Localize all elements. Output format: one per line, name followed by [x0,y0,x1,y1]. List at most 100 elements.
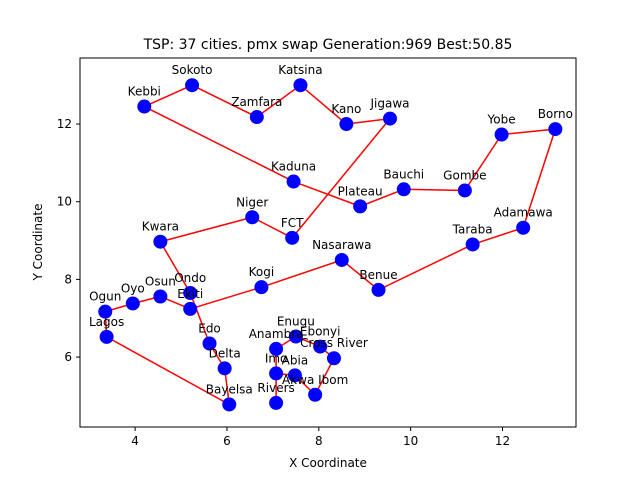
route-segment-7 [159,241,191,294]
route-segment-1 [256,84,301,118]
city-point-sokoto [185,78,200,93]
city-label-katsina: Katsina [278,63,322,77]
city-label-adamawa: Adamawa [494,206,553,220]
route-segment-25 [359,188,405,208]
city-point-kebbi [137,99,152,114]
route-segment-27 [143,105,294,183]
city-label-fct: FCT [281,216,304,230]
city-label-bauchi: Bauchi [383,167,424,181]
y-tick-label: 8 [64,272,72,286]
chart-title: TSP: 37 cities. pmx swap Generation:969 … [143,37,513,53]
city-point-enugu [288,329,303,344]
city-point-imo [269,366,284,381]
route-segment-26 [293,180,361,208]
city-label-enugu: Enugu [277,314,315,328]
city-point-kwara [153,234,168,249]
route-segment-11 [106,336,230,406]
city-point-rivers [269,395,284,410]
city-label-benue: Benue [359,268,397,282]
x-tick-label: 10 [403,434,418,448]
city-label-kaduna: Kaduna [271,160,316,174]
tick-layer: 4 6 8 10 12 6 8 10 12 [57,117,510,448]
city-label-oyo: Oyo [121,281,145,295]
city-point-taraba [465,237,480,252]
city-point-plateau [353,199,368,214]
city-label-edo: Edo [198,321,221,335]
city-point-ogun [98,304,113,319]
route-segment-16 [190,286,262,310]
city-label-jigawa: Jigawa [369,97,409,111]
route-segment-21 [522,128,557,228]
point-layer [98,78,563,412]
x-axis-label: X Coordinate [289,456,367,470]
city-point-zamfara [249,110,264,125]
x-tick-label: 6 [223,434,231,448]
city-point-akwa-ibom [308,387,323,402]
x-tick-label: 8 [315,434,323,448]
label-layer: Sokoto Katsina Kebbi Zamfara Kano Jigawa Yobe B… [89,63,573,396]
city-point-kano [339,117,354,132]
city-point-cross-river [326,351,341,366]
city-point-osun [153,289,168,304]
route-segment-3 [346,117,391,125]
city-label-kwara: Kwara [142,220,179,234]
city-point-lagos [99,329,114,344]
city-point-nasarawa [334,252,349,267]
x-tick-label: 4 [131,434,139,448]
city-point-ebonyi [313,339,328,354]
city-label-osun: Osun [145,274,176,288]
city-point-benue [371,282,386,297]
city-label-niger: Niger [236,195,268,209]
city-label-kogi: Kogi [249,265,275,279]
city-point-kaduna [286,174,301,189]
city-label-lagos: Lagos [89,315,124,329]
city-label-taraba: Taraba [452,222,493,236]
city-label-imo: Imo [265,351,288,365]
city-label-ebonyi: Ebonyi [300,325,341,339]
city-point-fct [285,230,300,245]
city-point-bayelsa [222,397,237,412]
route-segment-4 [291,118,391,239]
city-label-delta: Delta [209,346,241,360]
city-label-anambra: Anambra [249,327,304,341]
plot-frame [79,57,577,428]
city-label-sokoto: Sokoto [172,63,213,77]
city-point-bauchi [396,182,411,197]
city-label-borno: Borno [538,107,573,121]
x-tick-label: 12 [495,434,510,448]
city-label-gombe: Gombe [443,168,486,182]
city-label-bayelsa: Bayelsa [206,382,253,396]
city-point-jigawa [383,111,397,126]
city-label-kebbi: Kebbi [128,85,161,99]
city-label-ogun: Ogun [89,290,121,304]
route-segment-17 [261,259,343,288]
city-point-abia [287,368,302,383]
route-segment-28 [143,84,193,108]
city-point-gombe [457,183,472,198]
city-point-oyo [125,296,140,311]
city-point-kogi [254,280,269,295]
route-segment-2 [299,84,347,125]
city-point-yobe [494,127,509,142]
city-point-katsina [293,78,308,93]
city-point-borno [548,122,563,137]
city-point-adamawa [516,220,531,235]
route-segment-0 [191,84,258,118]
city-point-edo [202,336,217,351]
y-tick-label: 6 [64,350,72,364]
route-segment-19 [378,243,473,291]
city-point-anambra [269,341,284,356]
route-segment-22 [501,128,556,136]
city-point-ekiti [183,301,198,316]
y-tick-label: 12 [57,117,72,131]
route-segment-18 [341,259,379,291]
y-axis-label: Y Coordinate [31,204,45,282]
city-label-ondo: Ondo [174,271,206,285]
route-segment-24 [403,188,465,192]
city-point-niger [245,210,260,225]
city-label-yobe: Yobe [487,113,516,127]
city-label-abia: Abia [282,353,309,367]
city-label-rivers: Rivers [257,381,294,395]
route-segment-8 [189,292,211,344]
